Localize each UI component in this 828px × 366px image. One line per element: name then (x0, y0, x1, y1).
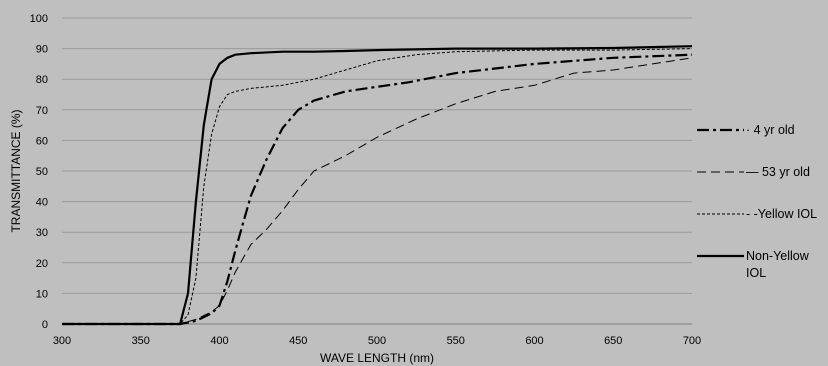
gridlines (62, 17, 692, 294)
y-axis-title: TRANSMITTANCE (%) (9, 109, 23, 232)
y-tick-label: 60 (36, 135, 48, 147)
series-lines (62, 45, 693, 326)
y-tick-label: 0 (42, 319, 48, 331)
legend: · 4 yr old — 53 yr old - -Yellow IOL Non-Ye… (697, 123, 817, 280)
series-line-2 (62, 48, 693, 325)
y-tick-label: 40 (36, 197, 48, 209)
legend-label-1: — 53 yr old (746, 165, 810, 179)
series-line-0 (62, 53, 693, 326)
series-line-3 (62, 45, 693, 326)
y-tick-label: 30 (36, 227, 48, 239)
legend-label-3: Non-Yellow (746, 249, 810, 263)
y-tick-label: 50 (36, 166, 48, 178)
axes: 0 10 20 30 40 50 60 70 80 90 100 300 350 400 450 500 550… (30, 13, 702, 347)
x-tick-label: 550 (447, 335, 465, 347)
legend-label-2: - -Yellow IOL (746, 207, 817, 221)
x-tick-label: 350 (132, 335, 150, 347)
legend-label-0: · 4 yr old (746, 123, 795, 137)
x-axis-title: WAVE LENGTH (nm) (320, 351, 434, 365)
y-tick-label: 20 (36, 258, 48, 270)
x-tick-label: 650 (604, 335, 622, 347)
x-tick-label: 300 (53, 335, 71, 347)
x-tick-label: 450 (289, 335, 307, 347)
x-tick-label: 400 (210, 335, 228, 347)
y-tick-label: 100 (30, 13, 48, 25)
y-tick-label: 80 (36, 74, 48, 86)
legend-label-3: IOL (746, 266, 766, 280)
y-tick-label: 10 (36, 288, 48, 300)
series-line-1 (62, 57, 693, 325)
y-tick-label: 90 (36, 44, 48, 56)
x-tick-label: 500 (368, 335, 386, 347)
x-tick-label: 600 (525, 335, 543, 347)
y-tick-label: 70 (36, 105, 48, 117)
x-tick-label: 700 (683, 335, 701, 347)
